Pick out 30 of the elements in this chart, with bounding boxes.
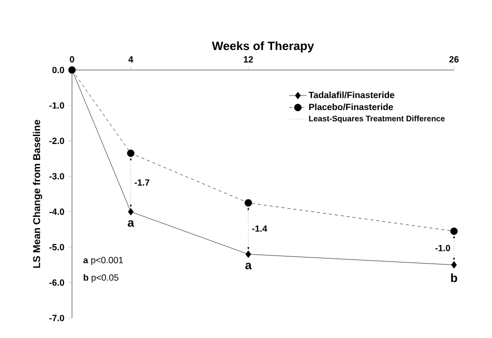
y-tick-label: -6.0: [49, 279, 64, 286]
y-tick-label: -5.0: [49, 244, 64, 250]
point: [450, 228, 458, 235]
annotation: b p<0.05: [84, 274, 118, 282]
y-tick-label: -3.0: [49, 173, 64, 180]
annotation: -1.0: [435, 244, 450, 252]
annotation: a: [128, 220, 134, 227]
annotation: a p<0.001: [83, 256, 123, 266]
annotation: b: [451, 273, 458, 282]
legend-label: Placebo/Finasteride: [309, 104, 393, 110]
point: [244, 199, 252, 207]
y-tick-label: 0.0: [52, 66, 64, 74]
y-tick-label: -2.0: [49, 138, 64, 144]
x-tick-label: 4: [128, 56, 134, 62]
annotation: -1.4: [252, 225, 268, 232]
x-axis-title: Weeks of Therapy: [212, 41, 314, 52]
x-tick-label: 26: [449, 56, 459, 62]
point: [451, 261, 457, 269]
x-tick-label: 12: [244, 56, 253, 62]
legend-label: Tadalafil/Finasteride: [308, 92, 394, 98]
annotation: a: [245, 262, 252, 270]
y-tick-label: -4.0: [49, 208, 64, 215]
point: [127, 150, 134, 157]
y-tick-label: -7.0: [49, 314, 64, 322]
y-tick-label: -1.0: [49, 102, 64, 109]
annotation: -1.7: [134, 179, 150, 186]
point: [128, 208, 134, 216]
x-tick-label: 0: [70, 56, 74, 62]
point: [245, 250, 252, 258]
y-axis-title: LS Mean Change from Baseline: [32, 120, 42, 268]
